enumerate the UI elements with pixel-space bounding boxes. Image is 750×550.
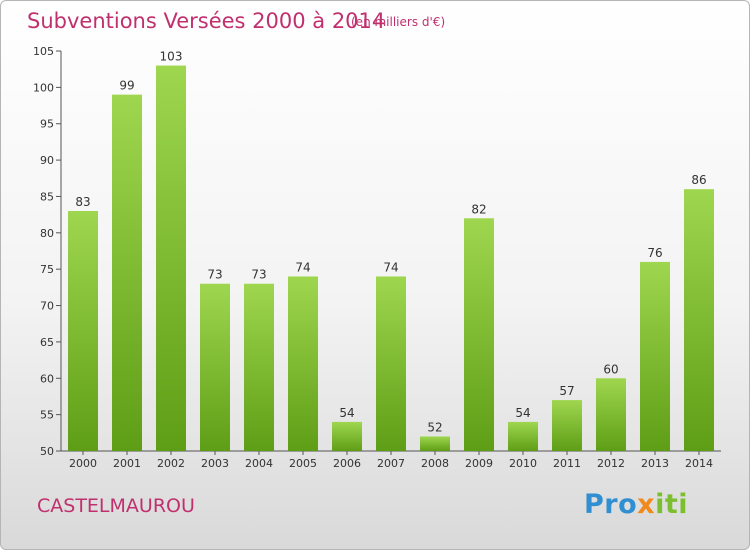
- bar-value-label: 76: [647, 246, 662, 260]
- logo-part-x: x: [637, 489, 656, 520]
- bar: [244, 283, 274, 451]
- x-axis: 2000 2001 2002 2003 2004 2005 2006 2007 2008 2009…: [61, 450, 721, 470]
- proxiti-logo[interactable]: Proxiti: [584, 489, 688, 520]
- y-tick-label: 85: [40, 190, 54, 203]
- bar: [68, 211, 98, 451]
- x-tick-label: 2008: [421, 457, 449, 470]
- logo-part-pro: Pro: [584, 489, 638, 520]
- y-tick-label: 105: [33, 45, 54, 58]
- bar-value-label: 74: [295, 260, 310, 274]
- commune-name: CASTELMAUROU: [37, 495, 195, 517]
- logo-part-iti: iti: [655, 489, 688, 520]
- y-axis: 50 55 60 65 70 75 80 85 90 95 100 105: [33, 45, 62, 458]
- x-tick-label: 2013: [641, 457, 669, 470]
- bar: [288, 276, 318, 451]
- bar: [112, 94, 142, 452]
- bar-value-label: 52: [427, 420, 442, 434]
- bar: [332, 421, 362, 451]
- x-tick-label: 2012: [597, 457, 625, 470]
- chart-title: Subventions Versées 2000 à 2014: [27, 9, 386, 33]
- y-tick-label: 100: [33, 81, 54, 94]
- bar-value-label: 74: [383, 260, 398, 274]
- y-tick-label: 70: [40, 300, 54, 313]
- x-tick-label: 2004: [245, 457, 273, 470]
- x-tick-label: 2006: [333, 457, 361, 470]
- bar-value-label: 73: [207, 268, 222, 282]
- bar: [464, 218, 494, 451]
- bar: [684, 189, 714, 451]
- x-tick-label: 2003: [201, 457, 229, 470]
- bar: [420, 436, 450, 451]
- bar-value-label: 99: [119, 79, 134, 93]
- x-tick-label: 2011: [553, 457, 581, 470]
- bars-group: 83 99 103 73 73 74 54 74 52 82 54 57 60 76 86: [68, 50, 714, 452]
- bar: [376, 276, 406, 451]
- x-tick-label: 2005: [289, 457, 317, 470]
- y-tick-label: 60: [40, 372, 54, 385]
- bar-value-label: 54: [515, 406, 530, 420]
- bar-value-label: 54: [339, 406, 354, 420]
- bar: [596, 378, 626, 451]
- bar-value-label: 73: [251, 268, 266, 282]
- x-tick-label: 2014: [685, 457, 713, 470]
- y-tick-label: 90: [40, 154, 54, 167]
- bar-value-label: 83: [75, 195, 90, 209]
- bar-value-label: 57: [559, 384, 574, 398]
- x-tick-label: 2009: [465, 457, 493, 470]
- x-tick-label: 2002: [157, 457, 185, 470]
- bar: [552, 400, 582, 451]
- x-tick-label: 2000: [69, 457, 97, 470]
- y-tick-label: 55: [40, 409, 54, 422]
- bar: [200, 283, 230, 451]
- bar-value-label: 86: [691, 173, 706, 187]
- y-tick-label: 95: [40, 118, 54, 131]
- x-tick-label: 2007: [377, 457, 405, 470]
- bar-value-label: 103: [160, 50, 183, 64]
- x-tick-label: 2010: [509, 457, 537, 470]
- chart-subtitle: (en milliers d'€): [351, 15, 446, 29]
- bar: [156, 65, 186, 451]
- bar: [640, 261, 670, 451]
- bar-value-label: 60: [603, 362, 618, 376]
- bar-value-label: 82: [471, 202, 486, 216]
- y-tick-label: 50: [40, 445, 54, 458]
- bar: [508, 421, 538, 451]
- y-tick-label: 65: [40, 336, 54, 349]
- y-tick-label: 80: [40, 227, 54, 240]
- y-tick-label: 75: [40, 263, 54, 276]
- x-tick-label: 2001: [113, 457, 141, 470]
